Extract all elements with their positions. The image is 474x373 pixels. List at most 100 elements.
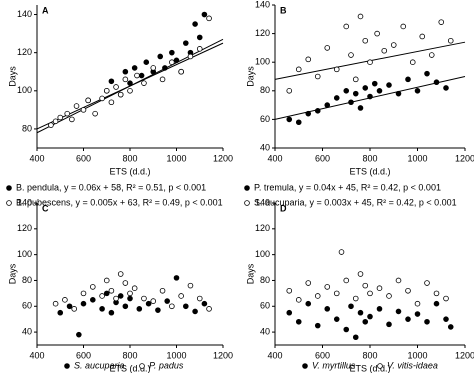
point [305,300,312,307]
legend-label: P. tremula, y = 0.04x + 45, R² = 0.42, p… [254,182,441,192]
x-tick-label: 400 [267,153,282,163]
point [362,282,369,289]
x-tick-label: 400 [29,153,44,163]
point [183,40,189,46]
point [73,103,80,109]
panel-label: A [42,5,49,15]
point [362,37,369,44]
point [178,293,184,299]
point [395,90,402,97]
point [201,300,208,307]
point [433,290,440,297]
point [162,65,168,71]
point [343,277,350,284]
point [113,295,119,302]
point [443,85,449,91]
point [127,295,133,302]
point [367,59,373,65]
point [357,105,364,111]
y-tick-label: 120 [17,47,32,57]
point [136,306,143,312]
point [122,280,129,286]
panel-label: C [42,203,49,213]
legend-marker [377,363,383,369]
y-tick-label: 100 [17,249,32,259]
y-tick-label: 40 [260,326,270,336]
y-tick-label: 140 [17,197,32,207]
point [386,82,392,88]
point [443,295,449,302]
point [386,293,392,299]
point [376,285,383,292]
point [400,23,407,30]
point [343,23,350,30]
point [333,290,340,297]
point [57,309,64,316]
point [295,119,302,126]
point [390,42,397,48]
point [187,282,194,289]
point [164,298,171,304]
point [196,46,203,52]
point [127,290,133,297]
x-tick-label: 800 [122,350,137,360]
x-tick-label: 1200 [213,153,233,163]
point [103,290,110,297]
y-tick-label: 80 [22,275,32,285]
point [150,298,157,304]
y-tick-label: 40 [22,326,32,336]
point [357,13,364,20]
point [122,303,129,310]
y-axis-label: Days [7,66,17,87]
point [352,90,359,97]
point [305,280,312,286]
y-tick-label: 60 [260,114,270,124]
x-axis-label: ETS (d.d.) [349,363,390,373]
point [424,280,430,286]
x-tick-label: 600 [76,153,91,163]
point [69,116,75,123]
point [314,293,321,299]
point [108,99,115,106]
point [286,116,293,123]
point [159,76,166,83]
point [333,316,340,322]
point [117,91,124,98]
y-tick-label: 100 [255,249,270,259]
legend-label: S. aucuparia, y = 0.003x + 45, R² = 0.42… [254,197,457,207]
legend-label: V. myrtillus [312,360,356,370]
point [66,303,73,310]
point [338,249,345,255]
point [183,303,189,310]
x-tick-label: 600 [315,350,330,360]
point [173,57,180,64]
point [201,11,208,18]
point [438,19,445,25]
point [141,295,147,302]
point [80,290,87,297]
point [286,88,293,94]
point [424,318,430,325]
point [414,311,421,317]
point [206,15,212,22]
x-tick-label: 600 [315,153,330,163]
point [405,287,411,294]
x-tick-label: 1000 [166,153,186,163]
point [405,76,411,83]
point [157,53,164,60]
y-tick-label: 120 [255,28,270,38]
point [348,303,354,310]
point [395,308,402,315]
point [80,300,87,307]
point [48,122,54,128]
point [352,295,359,302]
point [295,297,302,303]
point [286,309,293,316]
point [419,33,426,40]
x-axis-label: ETS (d.d.) [109,166,150,176]
point [108,287,115,294]
x-tick-label: 400 [267,350,282,360]
point [428,52,435,58]
point [362,85,369,91]
